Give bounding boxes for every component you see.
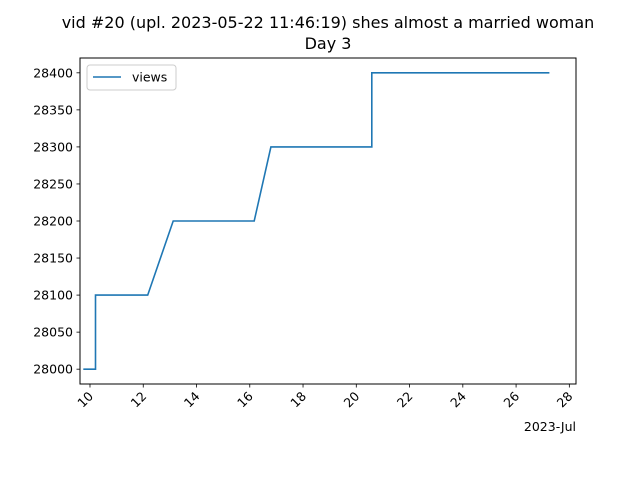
y-tick-label: 28100 — [33, 288, 73, 303]
x-axis-offset-label: 2023-Jul — [524, 419, 576, 434]
y-tick-label: 28050 — [33, 325, 73, 340]
legend-label-views: views — [132, 70, 167, 85]
x-tick-label: 22 — [394, 389, 416, 411]
chart-title: vid #20 (upl. 2023-05-22 11:46:19) shes … — [62, 13, 595, 32]
x-axis: 10 12 14 16 18 20 22 24 26 28 — [74, 384, 575, 410]
legend: views — [86, 64, 177, 91]
y-tick-label: 28350 — [33, 102, 73, 117]
x-tick-label: 26 — [500, 388, 522, 410]
plot-area-frame — [79, 57, 577, 385]
y-tick-label: 28300 — [33, 139, 73, 154]
x-tick-label: 16 — [234, 388, 256, 410]
y-tick-label: 28400 — [33, 65, 73, 80]
y-tick-label: 28200 — [33, 214, 73, 229]
series-line-views — [83, 72, 550, 371]
series-layer — [83, 72, 550, 371]
x-tick-label: 28 — [554, 388, 576, 410]
x-tick-label: 18 — [287, 388, 309, 410]
y-tick-label: 28150 — [33, 251, 73, 266]
chart-subtitle: Day 3 — [305, 34, 352, 53]
x-tick-label: 10 — [74, 388, 96, 410]
y-axis: 28000 28050 28100 28150 28200 28250 28300 28350… — [33, 65, 80, 377]
legend-box — [86, 64, 177, 91]
x-tick-label: 12 — [128, 389, 150, 411]
x-tick-label: 20 — [341, 388, 363, 410]
y-tick-label: 28250 — [33, 176, 73, 191]
x-tick-label: 14 — [181, 388, 203, 410]
x-tick-label: 24 — [447, 388, 469, 410]
y-tick-label: 28000 — [33, 362, 73, 377]
